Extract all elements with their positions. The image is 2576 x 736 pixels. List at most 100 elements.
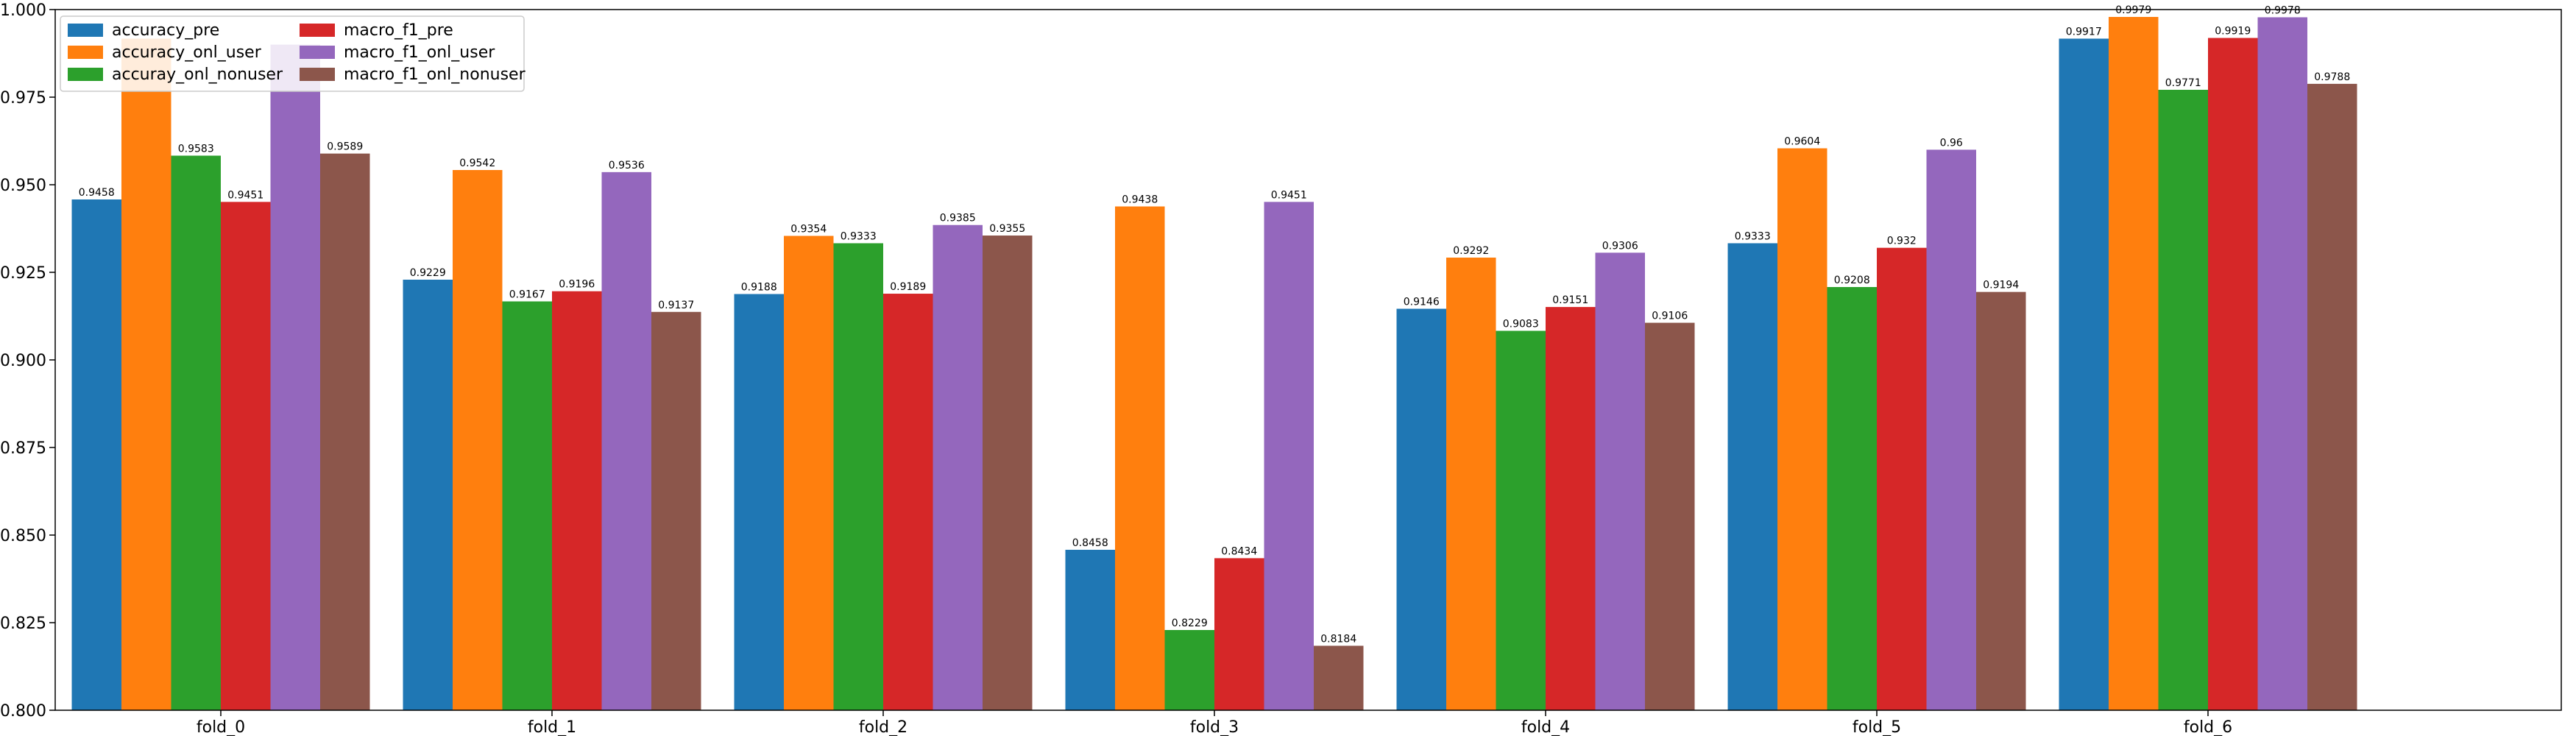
x-tick-label-fold_6: fold_6 — [2184, 718, 2232, 736]
y-tick-label-0.850: 0.850 — [0, 527, 46, 545]
data-label-accuracy_pre-fold_0: 0.9458 — [79, 187, 115, 199]
bar-accuracy_onl_user-fold_5 — [1777, 148, 1827, 711]
data-label-macro_f1_pre-fold_6: 0.9919 — [2215, 26, 2251, 38]
data-label-accuracy_onl_user-fold_3: 0.9438 — [1122, 194, 1158, 206]
bar-accuracy_onl_user-fold_4 — [1446, 258, 1496, 710]
data-label-accuracy_onl_user-fold_6: 0.9979 — [2115, 4, 2151, 16]
data-label-accuracy_pre-fold_6: 0.9917 — [2066, 26, 2102, 38]
legend-swatch-accuray_onl_nonuser — [68, 68, 103, 81]
bar-macro_f1_pre-fold_4 — [1546, 307, 1596, 710]
legend-label-macro_f1_onl_nonuser: macro_f1_onl_nonuser — [344, 66, 526, 84]
bar-accuracy_pre-fold_4 — [1396, 308, 1446, 710]
bar-accuray_onl_nonuser-fold_6 — [2158, 90, 2208, 710]
data-label-macro_f1_onl_nonuser-fold_5: 0.9194 — [1983, 280, 2019, 291]
x-tick-label-fold_1: fold_1 — [528, 718, 576, 736]
bar-macro_f1_onl_user-fold_1 — [601, 171, 651, 710]
bar-macro_f1_onl_nonuser-fold_2 — [983, 236, 1033, 710]
bar-accuracy_pre-fold_5 — [1727, 243, 1777, 710]
bar-accuray_onl_nonuser-fold_0 — [171, 155, 221, 710]
data-labels-layer: 0.9458 0.9583 0.9451 0.9589 0.9229 0.9542 0.91… — [79, 4, 2351, 645]
bar-accuracy_pre-fold_6 — [2059, 38, 2109, 711]
bar-macro_f1_onl_nonuser-fold_1 — [651, 311, 701, 711]
data-label-macro_f1_onl_nonuser-fold_1: 0.9137 — [658, 300, 694, 311]
data-label-accuray_onl_nonuser-fold_2: 0.9333 — [841, 230, 877, 242]
bar-accuray_onl_nonuser-fold_1 — [502, 301, 552, 710]
legend-swatch-macro_f1_pre — [300, 24, 335, 37]
data-label-accuray_onl_nonuser-fold_5: 0.9208 — [1834, 275, 1870, 286]
data-label-macro_f1_onl_user-fold_1: 0.9536 — [609, 160, 645, 171]
data-label-macro_f1_onl_nonuser-fold_2: 0.9355 — [989, 223, 1025, 235]
legend-label-accuracy_onl_user: accuracy_onl_user — [112, 43, 262, 62]
bar-macro_f1_onl_user-fold_4 — [1595, 252, 1645, 710]
bar-accuracy_onl_user-fold_6 — [2109, 16, 2159, 711]
data-label-accuray_onl_nonuser-fold_6: 0.9771 — [2165, 77, 2201, 89]
legend: accuracy_pre accuracy_onl_user accuray_onl… — [60, 15, 526, 92]
data-label-macro_f1_onl_nonuser-fold_6: 0.9788 — [2314, 71, 2350, 83]
data-label-accuray_onl_nonuser-fold_1: 0.9167 — [509, 289, 545, 301]
data-label-macro_f1_onl_user-fold_3: 0.9451 — [1271, 189, 1307, 201]
data-label-accuracy_onl_user-fold_1: 0.9542 — [459, 158, 495, 169]
data-label-macro_f1_onl_user-fold_4: 0.9306 — [1602, 240, 1638, 252]
data-label-macro_f1_onl_nonuser-fold_3: 0.8184 — [1320, 633, 1356, 645]
y-tick-label-0.925: 0.925 — [0, 264, 46, 283]
bar-macro_f1_onl_nonuser-fold_6 — [2307, 83, 2357, 711]
bar-accuracy_pre-fold_0 — [71, 199, 121, 710]
data-label-accuray_onl_nonuser-fold_3: 0.8229 — [1172, 618, 1208, 629]
data-label-accuracy_pre-fold_5: 0.9333 — [1735, 230, 1771, 242]
bar-accuracy_onl_user-fold_3 — [1115, 206, 1165, 711]
legend-swatch-macro_f1_onl_user — [300, 46, 335, 59]
x-tick-label-fold_2: fold_2 — [859, 718, 907, 736]
legend-swatch-macro_f1_onl_nonuser — [300, 68, 335, 81]
bar-accuracy_onl_user-fold_1 — [453, 170, 503, 710]
data-label-macro_f1_onl_user-fold_5: 0.96 — [1940, 137, 1963, 149]
bar-macro_f1_onl_user-fold_5 — [1926, 149, 1976, 710]
data-label-macro_f1_onl_nonuser-fold_4: 0.9106 — [1652, 311, 1688, 322]
bar-accuracy_onl_user-fold_0 — [121, 38, 171, 711]
data-label-accuracy_onl_user-fold_4: 0.9292 — [1453, 245, 1489, 257]
y-tick-label-0.950: 0.950 — [0, 177, 46, 195]
bar-accuracy_pre-fold_3 — [1065, 549, 1115, 710]
bar-macro_f1_pre-fold_5 — [1877, 247, 1927, 710]
data-label-macro_f1_pre-fold_1: 0.9196 — [559, 279, 595, 291]
x-tick-label-fold_5: fold_5 — [1853, 718, 1901, 736]
data-label-accuracy_pre-fold_4: 0.9146 — [1404, 297, 1440, 308]
bar-accuracy_onl_user-fold_2 — [784, 236, 834, 711]
y-tick-label-0.975: 0.975 — [0, 89, 46, 107]
bar-accuracy_pre-fold_2 — [734, 294, 784, 711]
legend-label-accuracy_pre: accuracy_pre — [112, 21, 219, 40]
data-label-accuracy_pre-fold_2: 0.9188 — [741, 282, 777, 294]
data-label-accuracy_onl_user-fold_2: 0.9354 — [790, 223, 827, 235]
x-tick-label-fold_0: fold_0 — [197, 718, 245, 736]
bar-macro_f1_onl_nonuser-fold_0 — [320, 153, 370, 711]
data-label-macro_f1_onl_user-fold_2: 0.9385 — [940, 213, 976, 224]
bar-macro_f1_onl_user-fold_3 — [1264, 202, 1314, 711]
data-label-macro_f1_pre-fold_3: 0.8434 — [1221, 545, 1257, 557]
axes-layer: fold_0 fold_1 fold_2 fold_3 fold_4 fold_5 fold… — [0, 1, 2232, 736]
bar-macro_f1_pre-fold_0 — [221, 202, 271, 711]
x-tick-label-fold_4: fold_4 — [1521, 718, 1570, 736]
y-tick-label-0.800: 0.800 — [0, 702, 46, 721]
data-label-macro_f1_pre-fold_4: 0.9151 — [1552, 294, 1588, 306]
y-tick-label-0.875: 0.875 — [0, 439, 46, 458]
legend-swatch-accuracy_pre — [68, 24, 103, 37]
bar-macro_f1_onl_user-fold_2 — [933, 224, 983, 710]
bar-macro_f1_onl_nonuser-fold_4 — [1645, 322, 1695, 710]
data-label-accuracy_pre-fold_1: 0.9229 — [410, 267, 446, 279]
bar-macro_f1_pre-fold_1 — [552, 291, 602, 711]
bar-macro_f1_onl_user-fold_0 — [270, 44, 320, 711]
y-tick-label-0.825: 0.825 — [0, 615, 46, 633]
bar-macro_f1_onl_nonuser-fold_3 — [1314, 645, 1364, 710]
y-tick-label-1.000: 1.000 — [0, 1, 46, 20]
bar-macro_f1_pre-fold_2 — [883, 294, 933, 710]
bar-accuray_onl_nonuser-fold_4 — [1496, 330, 1546, 710]
bar-accuray_onl_nonuser-fold_2 — [833, 243, 883, 710]
legend-label-macro_f1_pre: macro_f1_pre — [344, 21, 453, 40]
bar-macro_f1_pre-fold_3 — [1214, 558, 1264, 710]
data-label-macro_f1_pre-fold_5: 0.932 — [1887, 236, 1917, 247]
x-tick-label-fold_3: fold_3 — [1190, 718, 1239, 736]
legend-label-accuray_onl_nonuser: accuray_onl_nonuser — [112, 66, 283, 84]
y-tick-label-0.900: 0.900 — [0, 352, 46, 370]
legend-label-macro_f1_onl_user: macro_f1_onl_user — [344, 43, 495, 62]
